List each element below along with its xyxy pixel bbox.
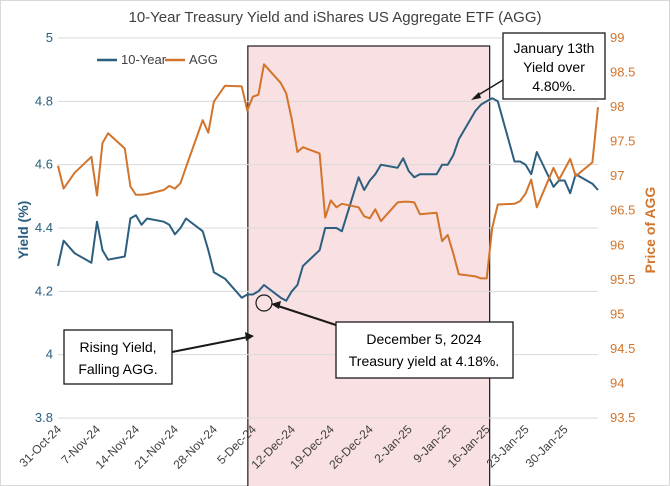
legend-label-10-year: 10-Year <box>121 52 167 67</box>
annotation-rising-yield: Rising Yield, Falling AGG. <box>63 329 254 385</box>
annotation-january-line3: 4.80%. <box>532 78 576 94</box>
series-line-agg <box>57 63 599 280</box>
y2-tick-label: 98 <box>610 99 624 114</box>
y-tick-label: 4.4 <box>35 220 53 235</box>
annotation-box-december <box>335 321 514 379</box>
annotation-arrowhead-december <box>271 301 281 309</box>
y2-tick-label: 94.5 <box>610 341 635 356</box>
annotation-rising-line1: Rising Yield, <box>79 339 156 355</box>
y-tick-label: 5 <box>46 30 53 45</box>
y-tick-label: 4.2 <box>35 283 53 298</box>
y-tick-label: 4 <box>46 347 53 362</box>
y2-tick-label: 95.5 <box>610 272 635 287</box>
y2-tick-label: 96 <box>610 237 624 252</box>
y2-tick-label: 93.5 <box>610 410 635 425</box>
annotation-january-line2: Yield over <box>523 59 585 75</box>
annotation-arrow-december <box>274 304 337 326</box>
annotation-box-rising-yield <box>63 329 173 385</box>
y2-tick-label: 97 <box>610 168 624 183</box>
y2-tick-label: 99 <box>610 30 624 45</box>
annotation-arrowhead-rising-yield <box>245 332 254 341</box>
legend: 10-Year AGG <box>97 52 218 67</box>
chart-title: 10-Year Treasury Yield and iShares US Ag… <box>129 9 542 26</box>
y2-tick-label: 97.5 <box>610 134 635 149</box>
annotation-rising-line2: Falling AGG. <box>78 361 157 377</box>
y2-tick-label: 98.5 <box>610 65 635 80</box>
y2-axis-ticks: 99 98.5 98 97.5 97 96.5 96 95.5 95 94.5 94 93.5 <box>610 30 635 425</box>
annotation-january-line1: January 13th <box>514 40 595 56</box>
highlight-circle <box>255 294 273 312</box>
annotation-january: January 13th Yield over 4.80%. <box>471 32 606 100</box>
y2-axis-title: Price of AGG <box>642 187 658 274</box>
annotation-december-line2: Treasury yield at 4.18%. <box>349 353 499 369</box>
legend-label-agg: AGG <box>189 52 218 67</box>
annotation-arrowhead-january <box>471 92 481 100</box>
y2-tick-label: 96.5 <box>610 203 635 218</box>
y-axis-title: Yield (%) <box>15 201 31 260</box>
y-tick-label: 4.8 <box>35 93 53 108</box>
y-axis-ticks: 5 4.8 4.6 4.4 4.2 4 3.8 <box>35 30 53 425</box>
annotation-box-january <box>502 32 606 100</box>
y-tick-label: 3.8 <box>35 410 53 425</box>
series-line-10-year <box>57 97 599 302</box>
y-tick-label: 4.6 <box>35 157 53 172</box>
y2-tick-label: 94 <box>610 375 624 390</box>
annotation-arrow-rising-yield <box>171 336 249 353</box>
y2-tick-label: 95 <box>610 306 624 321</box>
annotation-december: December 5, 2024 Treasury yield at 4.18%… <box>271 301 514 379</box>
annotation-december-line1: December 5, 2024 <box>366 331 481 347</box>
shaded-region <box>247 45 491 486</box>
